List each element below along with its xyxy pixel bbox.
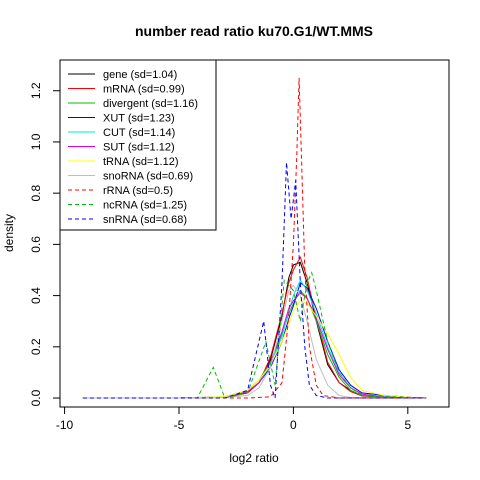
x-tick-label-0: -10 [56,418,74,432]
series-layer [82,77,427,399]
legend-label-10: snRNA (sd=0.68) [103,214,187,226]
series-line-1 [82,255,427,399]
x-tick-label-1: -5 [174,418,185,432]
legend-label-0: gene (sd=1.04) [103,69,177,81]
legend-label-7: snoRNA (sd=0.69) [103,171,193,183]
legend-label-1: mRNA (sd=0.99) [103,84,185,96]
legend-label-3: XUT (sd=1.23) [103,113,175,125]
legend-label-5: SUT (sd=1.12) [103,142,175,154]
series-line-9 [82,271,427,399]
y-tick-label-2: 0.4 [29,287,43,304]
legend: gene (sd=1.04) mRNA (sd=0.99) divergent (s… [59,59,217,231]
x-tick-label-2: 0 [290,418,297,432]
y-tick-label-0: 0.0 [29,389,43,406]
series-line-0 [82,261,427,399]
chart-title: number read ratio ku70.G1/WT.MMS [135,23,373,39]
y-tick-label-3: 0.6 [29,236,43,253]
series-line-3 [82,281,420,399]
x-axis: -10 -5 0 5 [56,406,411,432]
legend-label-4: CUT (sd=1.14) [103,127,175,139]
series-line-4 [82,279,420,399]
y-tick-label-1: 0.2 [29,338,43,355]
series-line-7 [82,284,420,399]
series-line-8 [82,77,427,399]
y-axis-label: density [2,214,16,252]
series-line-10 [82,162,427,399]
legend-label-9: ncRNA (sd=1.25) [103,200,187,212]
y-tick-label-6: 1.2 [29,82,43,99]
legend-label-2: divergent (sd=1.16) [103,98,198,110]
y-axis: 0.0 0.2 0.4 0.6 0.8 1.0 1.2 [29,82,61,406]
legend-label-8: rRNA (sd=0.5) [103,185,173,197]
x-tick-label-3: 5 [404,418,411,432]
y-tick-label-5: 1.0 [29,133,43,150]
y-tick-label-4: 0.8 [29,185,43,202]
x-axis-label: log2 ratio [229,451,279,465]
series-line-2 [82,289,427,399]
series-line-5 [82,292,420,399]
series-line-6 [82,300,420,399]
legend-label-6: tRNA (sd=1.12) [103,156,179,168]
